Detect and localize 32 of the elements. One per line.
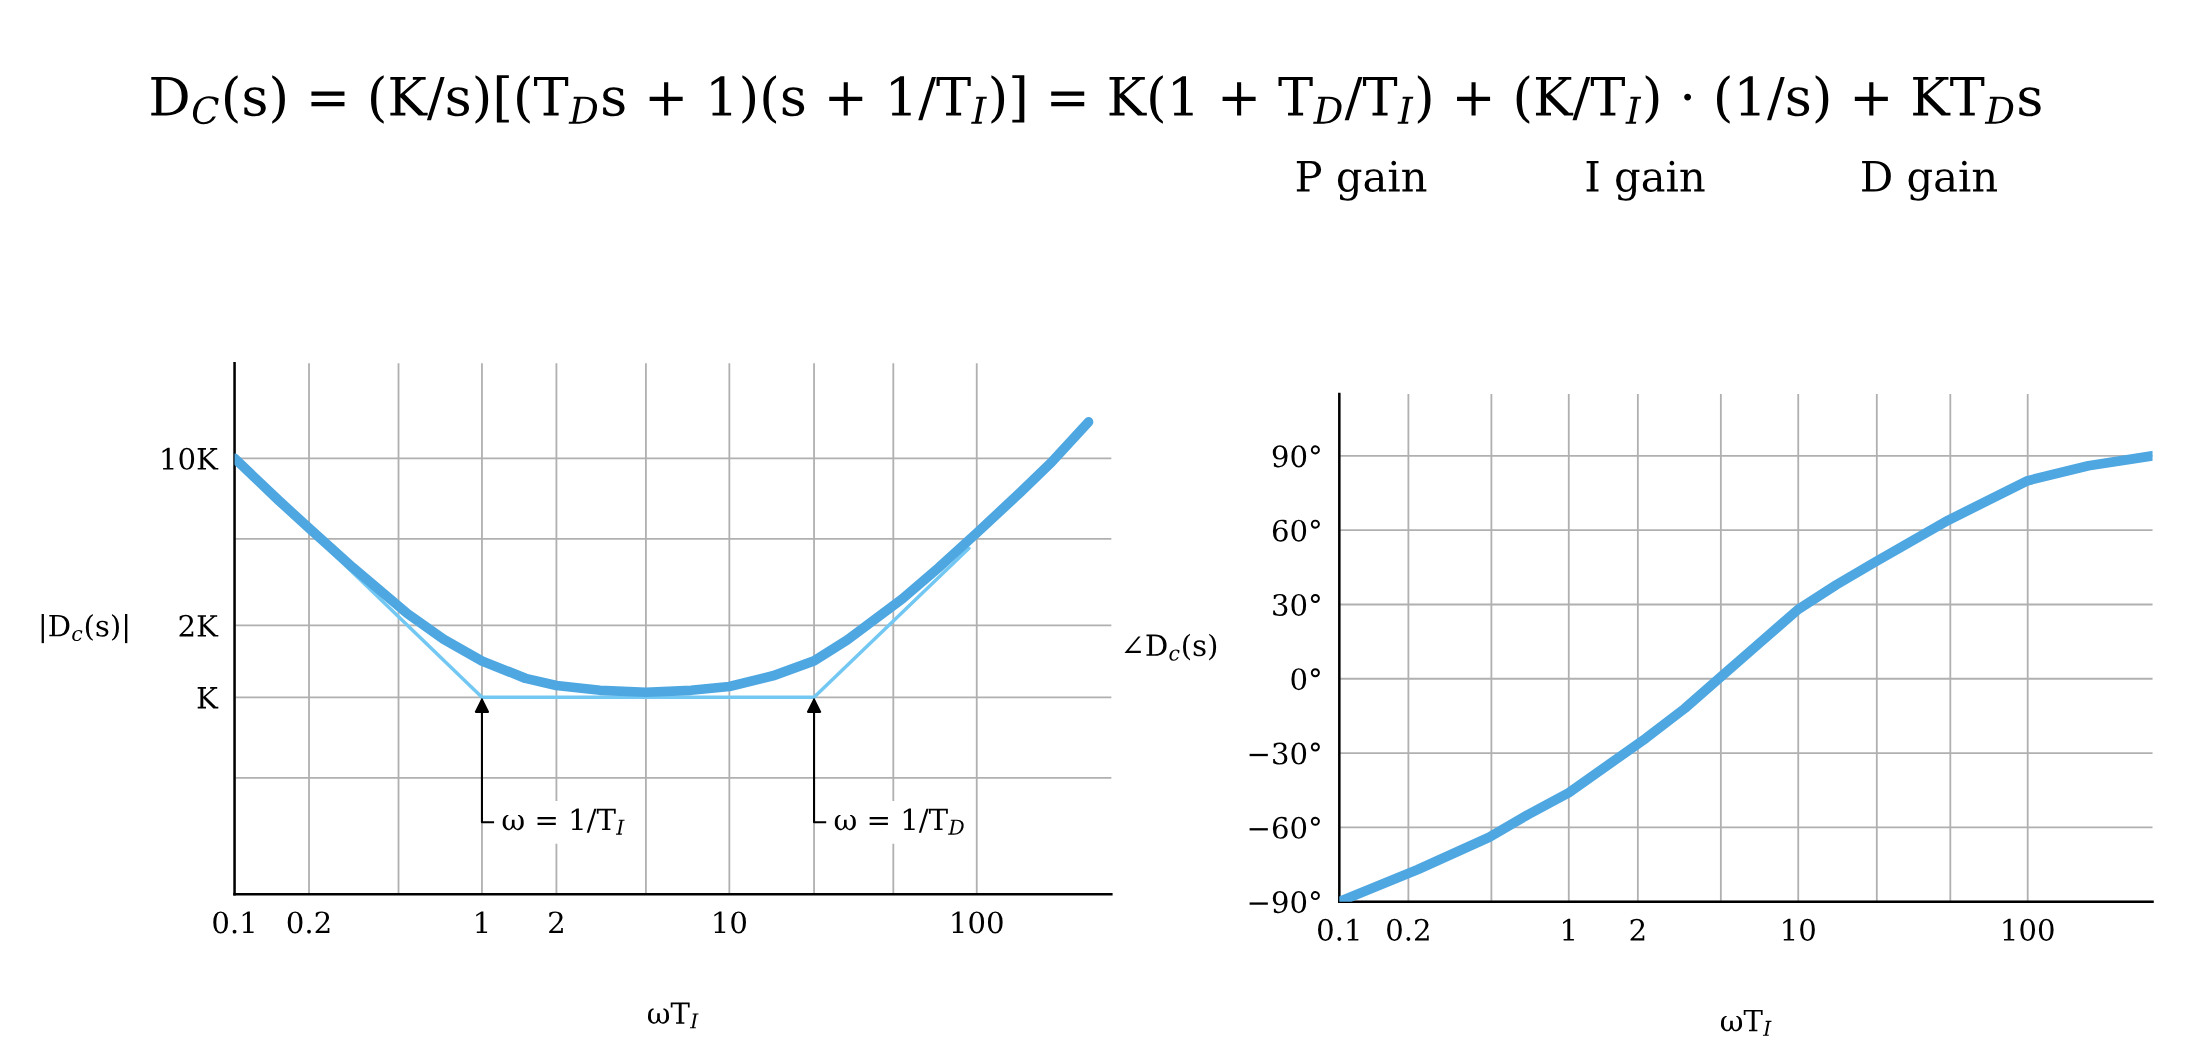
annotation: ω = 1/T$_{I}$ [502, 808, 625, 835]
text: I gain [1586, 160, 1705, 201]
annotation: ω = 1/T$_{D}$ [834, 808, 964, 835]
x-tick-label: 1 [476, 911, 488, 934]
x-tick-label: 0.2 [287, 911, 330, 934]
y-tick-label: 90° [1272, 445, 1320, 468]
y-tick-label: 0° [1291, 668, 1320, 691]
y-tick-label: −60° [1249, 816, 1320, 839]
y-tick-label: −30° [1249, 742, 1320, 765]
x-tick-label: 10 [714, 911, 746, 934]
x-tick-label: 100 [952, 911, 1003, 934]
y-tick-label: K [197, 687, 219, 709]
x-tick-label: 0.2 [1387, 918, 1429, 941]
y-tick-label: 10K [162, 447, 219, 470]
x-tick-label: 0.1 [1318, 918, 1359, 941]
y-tick-label: 30° [1273, 593, 1320, 616]
x-tick-label: 100 [2003, 918, 2054, 941]
y-axis-title: |D$_{c}$(s)| [41, 613, 128, 644]
y-tick-label: −90° [1249, 891, 1320, 914]
x-tick-label: 2 [1630, 918, 1645, 941]
y-axis-title: ∠D$_{c}$(s) [1124, 633, 1217, 661]
x-tick-label: 1 [1563, 918, 1574, 941]
y-tick-label: 2K [179, 614, 219, 637]
text: P gain [1296, 160, 1427, 201]
text: D gain [1862, 160, 1997, 201]
x-tick-label: 0.1 [213, 911, 254, 934]
x-axis-title: ωT$_{I}$ [1720, 1009, 1772, 1036]
y-tick-label: 60° [1272, 519, 1320, 542]
chart-title: D$_{C}$(s) = (K/s)[(T$_{D}$s + 1)(s + 1/T$_{I}$)] = K(1 + T$_{D}$/T$_{I}$) + (K/T$_{I}$) · (1/s) + KT$_{D}$s [151, 75, 2041, 125]
x-axis-title: ωT$_{I}$ [647, 1002, 699, 1029]
x-tick-label: 10 [1783, 918, 1815, 941]
x-tick-label: 2 [549, 911, 563, 934]
